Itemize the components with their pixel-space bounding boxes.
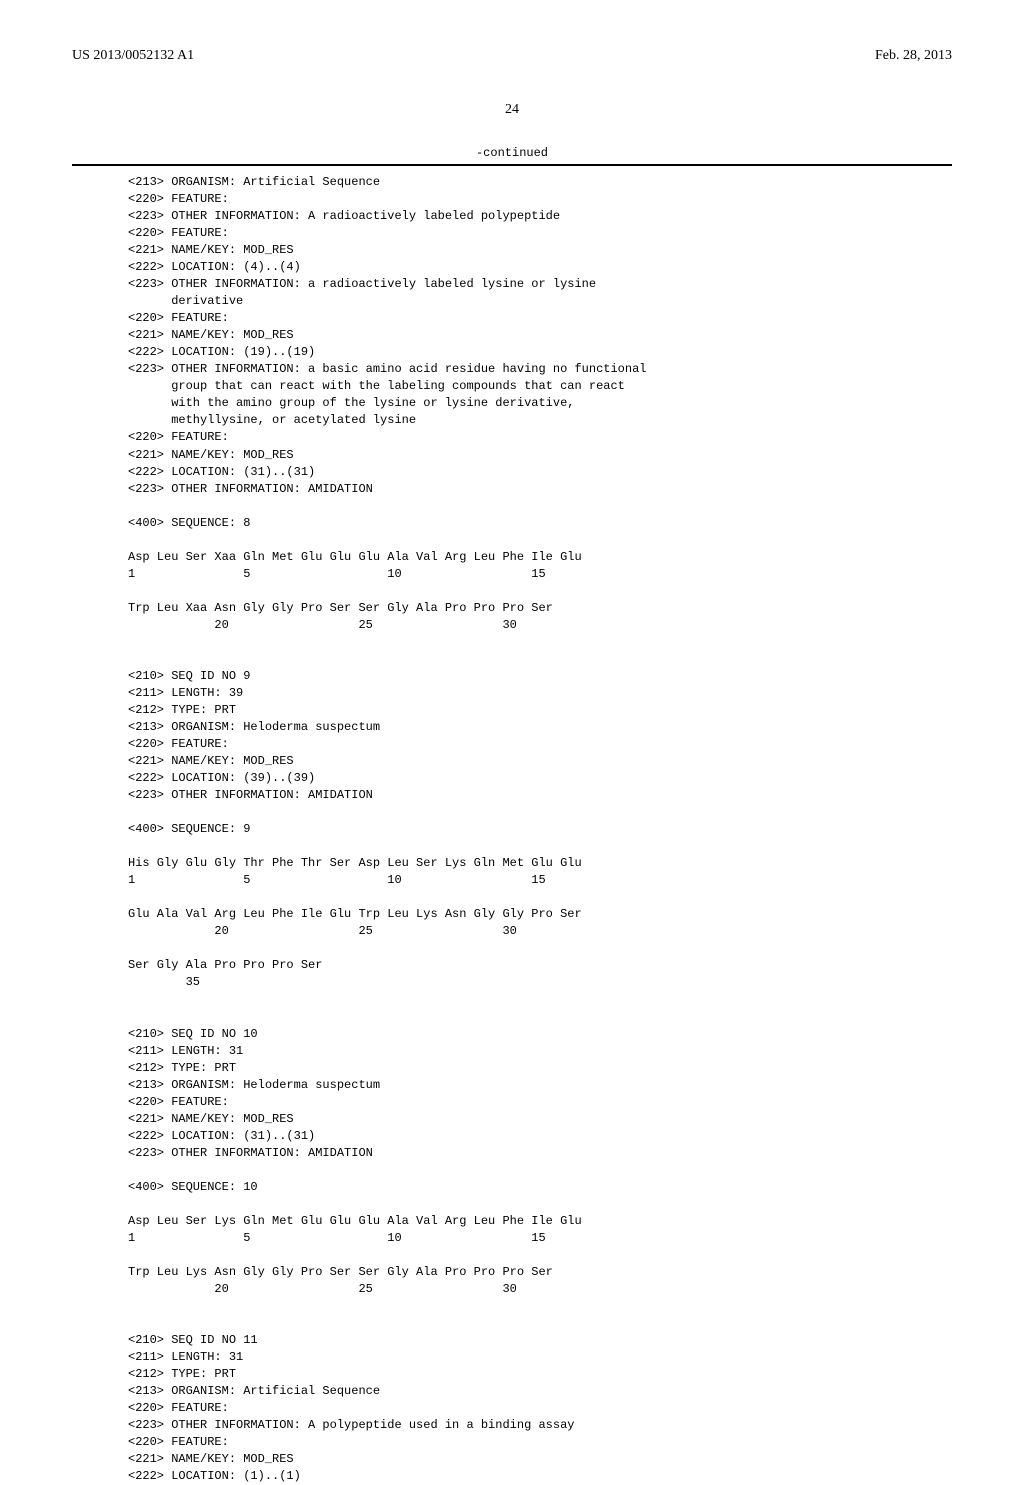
publication-date: Feb. 28, 2013 <box>875 48 952 64</box>
horizontal-rule <box>72 164 952 166</box>
sequence-listing: <213> ORGANISM: Artificial Sequence <220… <box>72 174 952 1485</box>
publication-number: US 2013/0052132 A1 <box>72 48 194 64</box>
page-number: 24 <box>72 102 952 118</box>
continued-label: -continued <box>72 146 952 160</box>
page-header: US 2013/0052132 A1 Feb. 28, 2013 <box>72 48 952 64</box>
